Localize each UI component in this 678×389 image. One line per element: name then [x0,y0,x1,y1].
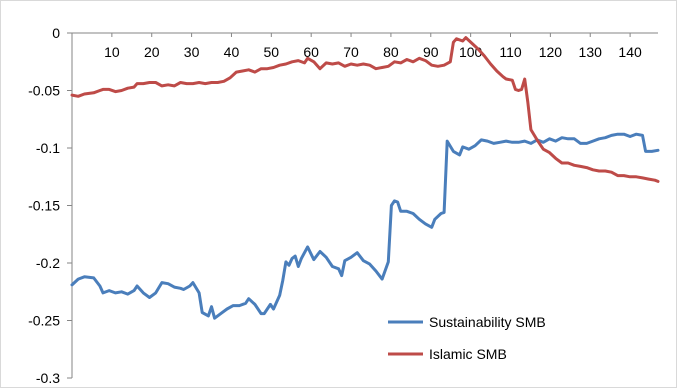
legend-label: Sustainability SMB [429,314,546,330]
x-tick-label: 60 [303,44,319,60]
x-tick-label: 50 [264,44,280,60]
x-tick-label: 20 [144,44,160,60]
y-tick-label: -0.3 [36,370,60,386]
x-axis-ticks: 10 20 30 40 50 60 70 80 90 100 110 120 130 140 [104,33,642,60]
series-line-sustainability-smb [70,132,660,320]
y-tick-label: -0.15 [28,198,60,214]
series-line-islamic-smb [70,36,660,183]
y-tick-label: 0 [52,25,60,41]
y-axis-ticks: 0 -0.05 -0.1 -0.15 -0.2 -0.25 -0.3 [28,25,72,386]
x-tick-label: 70 [343,44,359,60]
x-tick-label: 30 [184,44,200,60]
x-tick-label: 120 [539,44,563,60]
x-tick-label: 10 [104,44,120,60]
x-tick-label: 110 [499,44,522,60]
y-tick-label: -0.2 [36,255,60,271]
legend-label: Islamic SMB [429,346,507,362]
x-tick-label: 40 [224,44,240,60]
y-tick-label: -0.25 [28,313,60,329]
y-tick-label: -0.1 [36,140,60,156]
x-tick-label: 90 [423,44,439,60]
legend: Sustainability SMB Islamic SMB [388,314,546,362]
x-tick-label: 140 [618,44,642,60]
x-tick-label: 80 [383,44,399,60]
series-lines [70,36,660,320]
x-tick-label: 130 [579,44,603,60]
y-tick-label: -0.05 [28,83,60,99]
